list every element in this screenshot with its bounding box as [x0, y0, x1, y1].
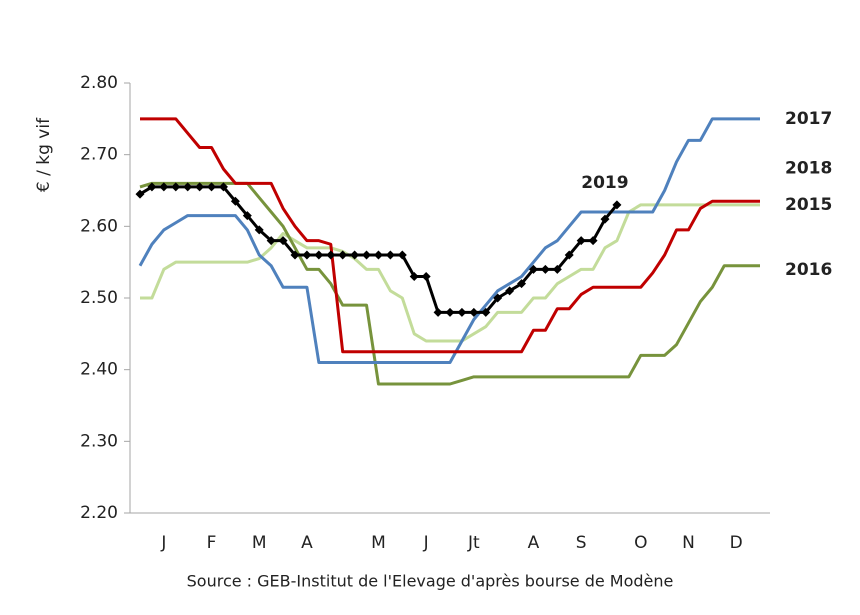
x-tick-label: J: [160, 533, 166, 553]
marker: [433, 307, 443, 317]
series-line: [140, 117, 760, 354]
marker: [314, 250, 324, 260]
x-tick-label: N: [682, 533, 695, 553]
series-label: 2017: [785, 109, 832, 129]
marker: [266, 236, 276, 246]
marker: [540, 264, 550, 274]
marker: [385, 250, 395, 260]
marker: [517, 279, 527, 289]
marker: [445, 307, 455, 317]
marker: [505, 286, 515, 296]
marker: [171, 182, 181, 192]
marker: [457, 307, 467, 317]
marker: [576, 236, 586, 246]
y-tick-label: 2.30: [80, 431, 118, 451]
marker: [397, 250, 407, 260]
series-line: [138, 117, 760, 364]
marker: [230, 196, 240, 206]
marker: [421, 272, 431, 281]
x-tick-label: A: [528, 533, 540, 553]
series-label: 2019: [581, 173, 628, 193]
y-tick-label: 2.70: [80, 145, 118, 165]
marker: [481, 307, 491, 317]
y-tick-label: 2.20: [80, 503, 118, 523]
marker: [350, 250, 360, 260]
marker: [254, 225, 264, 235]
marker: [338, 250, 348, 260]
marker: [278, 236, 288, 246]
x-tick-label: M: [371, 533, 386, 553]
marker: [612, 200, 622, 210]
marker: [218, 182, 228, 192]
marker: [469, 307, 479, 317]
x-tick-label: J: [423, 533, 429, 553]
marker: [242, 211, 252, 221]
marker: [564, 250, 574, 260]
marker: [183, 182, 193, 192]
y-tick-label: 2.50: [80, 288, 118, 308]
marker: [302, 250, 312, 260]
series-label: 2016: [785, 260, 832, 280]
marker: [362, 250, 372, 260]
x-tick-label: D: [730, 533, 743, 553]
marker: [493, 293, 503, 303]
x-tick-label: A: [301, 533, 313, 553]
x-tick-label: F: [207, 533, 217, 553]
x-tick-label: Jt: [467, 533, 480, 553]
series-label: 2015: [785, 195, 832, 215]
x-tick-label: O: [634, 533, 647, 553]
marker: [528, 264, 538, 274]
series-label: 2018: [785, 158, 832, 178]
y-tick-label: 2.60: [80, 216, 118, 236]
marker: [409, 272, 419, 281]
marker: [159, 182, 169, 192]
marker: [195, 182, 205, 192]
y-tick-label: 2.40: [80, 360, 118, 380]
marker: [373, 250, 383, 260]
source-note: Source : GEB-Institut de l'Elevage d'apr…: [187, 572, 674, 591]
x-tick-label: M: [252, 533, 267, 553]
y-axis-label: € / kg vif: [34, 117, 54, 192]
marker: [147, 182, 157, 192]
marker: [552, 264, 562, 274]
marker: [290, 250, 300, 260]
x-tick-label: S: [576, 533, 587, 553]
marker: [588, 236, 598, 246]
marker: [600, 214, 610, 224]
y-tick-label: 2.80: [80, 73, 118, 93]
marker: [135, 189, 145, 199]
marker: [207, 182, 217, 192]
marker: [326, 250, 336, 260]
